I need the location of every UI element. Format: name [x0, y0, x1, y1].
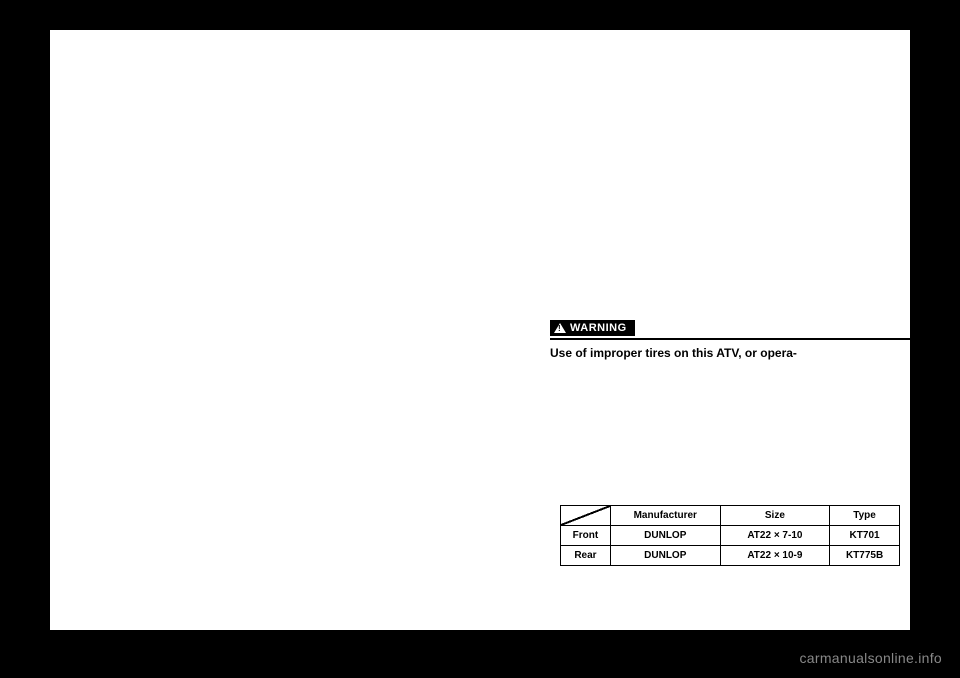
row-type: KT775B	[830, 546, 900, 566]
row-size: AT22 × 7-10	[720, 526, 829, 546]
row-manufacturer: DUNLOP	[610, 546, 720, 566]
warning-text: Use of improper tires on this ATV, or op…	[550, 346, 910, 362]
warning-header: WARNING	[550, 320, 635, 336]
table-header-row: Manufacturer Size Type	[561, 506, 900, 526]
table-corner-cell	[561, 506, 611, 526]
column-header-manufacturer: Manufacturer	[610, 506, 720, 526]
row-size: AT22 × 10-9	[720, 546, 829, 566]
column-header-type: Type	[830, 506, 900, 526]
warning-section: WARNING Use of improper tires on this AT…	[550, 320, 910, 362]
watermark-text: carmanualsonline.info	[800, 650, 943, 666]
table-row: Rear DUNLOP AT22 × 10-9 KT775B	[561, 546, 900, 566]
column-header-size: Size	[720, 506, 829, 526]
row-position: Rear	[561, 546, 611, 566]
warning-divider	[550, 338, 910, 340]
table-row: Front DUNLOP AT22 × 7-10 KT701	[561, 526, 900, 546]
tire-specification-table: Manufacturer Size Type Front DUNLOP AT22…	[560, 505, 900, 566]
row-position: Front	[561, 526, 611, 546]
row-manufacturer: DUNLOP	[610, 526, 720, 546]
manual-page: WARNING Use of improper tires on this AT…	[50, 30, 910, 630]
warning-label: WARNING	[570, 322, 627, 334]
row-type: KT701	[830, 526, 900, 546]
warning-triangle-icon	[554, 323, 566, 333]
